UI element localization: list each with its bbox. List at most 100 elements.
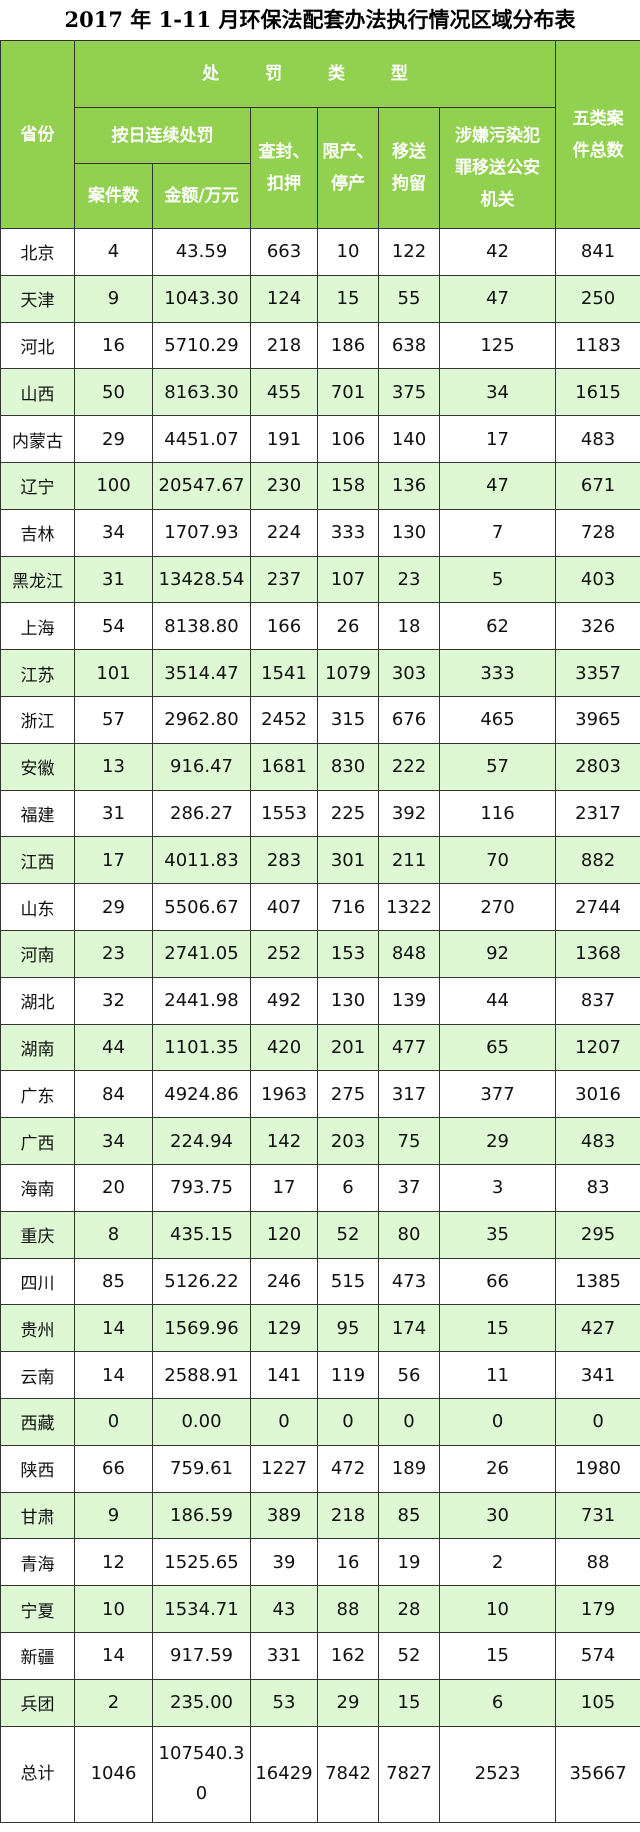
cell-seal: 1541 — [250, 649, 318, 697]
header-province: 省份 — [0, 40, 75, 229]
cell-seal: 1963 — [250, 1070, 318, 1119]
cell-detain: 1322 — [378, 883, 440, 931]
cell-police: 44 — [438, 976, 557, 1025]
cell-detain: 75 — [378, 1117, 440, 1165]
cell-case-count: 16 — [74, 321, 153, 370]
cell-case-count: 10 — [74, 1585, 153, 1633]
table-row: 贵州 14 1569.96 129 95 174 15 427 — [0, 1304, 640, 1353]
cell-police: 125 — [438, 321, 557, 370]
cell-limit: 119 — [317, 1351, 379, 1399]
cell-police: 10 — [438, 1585, 557, 1633]
cell-amount: 4924.86 — [152, 1070, 251, 1119]
cell-total: 403 — [555, 555, 640, 604]
cell-seal: 230 — [250, 461, 318, 510]
cell-province: 吉林 — [0, 508, 75, 557]
cell-amount: 2441.98 — [152, 976, 251, 1025]
cell-total: 882 — [555, 836, 640, 885]
cell-limit: 16 — [317, 1538, 379, 1587]
cell-police: 70 — [438, 836, 557, 885]
cell-case-count: 50 — [74, 368, 153, 417]
cell-province: 河北 — [0, 321, 75, 370]
cell-police: 26 — [438, 1444, 557, 1493]
cell-detain: 28 — [378, 1585, 440, 1633]
cell-limit: 29 — [317, 1678, 379, 1727]
cell-limit: 225 — [317, 789, 379, 838]
cell-police: 30 — [438, 1491, 557, 1540]
cell-limit: 701 — [317, 368, 379, 417]
cell-amount: 2962.80 — [152, 695, 251, 744]
header-daily-penalty: 按日连续处罚 — [74, 107, 251, 164]
cell-total: 731 — [555, 1491, 640, 1540]
table-row: 宁夏 10 1534.71 43 88 28 10 179 — [0, 1585, 640, 1633]
table-row: 陕西 66 759.61 1227 472 189 26 1980 — [0, 1444, 640, 1493]
cell-police: 65 — [438, 1023, 557, 1072]
table-row: 湖南 44 1101.35 420 201 477 65 1207 — [0, 1023, 640, 1072]
table-body: 北京 4 43.59 663 10 122 42 841 天津 9 1043.30 124 15 55 47… — [0, 228, 640, 1823]
enforcement-table: 省份 处 罚 类 型 五类案件总数 按日连续处罚 查封、扣押 限产、停产 移送拘… — [0, 40, 640, 1823]
cell-case-count: 17 — [74, 836, 153, 885]
table-row: 河北 16 5710.29 218 186 638 125 1183 — [0, 321, 640, 370]
header-police: 涉嫌污染犯罪移送公安机关 — [438, 107, 557, 229]
cell-police: 2523 — [438, 1725, 557, 1823]
cell-detain: 638 — [378, 321, 440, 370]
cell-case-count: 100 — [74, 461, 153, 510]
cell-limit: 6 — [317, 1163, 379, 1212]
cell-province: 甘肃 — [0, 1491, 75, 1540]
cell-detain: 130 — [378, 508, 440, 557]
cell-seal: 492 — [250, 976, 318, 1025]
cell-amount: 1101.35 — [152, 1023, 251, 1072]
cell-total: 35667 — [555, 1725, 640, 1823]
cell-case-count: 44 — [74, 1023, 153, 1072]
cell-case-count: 54 — [74, 602, 153, 651]
cell-limit: 716 — [317, 883, 379, 931]
cell-seal: 246 — [250, 1257, 318, 1306]
cell-case-count: 32 — [74, 976, 153, 1025]
cell-province: 内蒙古 — [0, 415, 75, 463]
cell-police: 42 — [438, 228, 557, 276]
cell-case-count: 4 — [74, 228, 153, 276]
cell-police: 47 — [438, 274, 557, 323]
cell-seal: 39 — [250, 1538, 318, 1587]
cell-amount: 917.59 — [152, 1631, 251, 1680]
cell-province: 江西 — [0, 836, 75, 885]
cell-province: 海南 — [0, 1163, 75, 1212]
cell-case-count: 12 — [74, 1538, 153, 1587]
cell-total: 88 — [555, 1538, 640, 1587]
cell-seal: 17 — [250, 1163, 318, 1212]
cell-amount: 8138.80 — [152, 602, 251, 651]
cell-limit: 472 — [317, 1444, 379, 1493]
table-row: 湖北 32 2441.98 492 130 139 44 837 — [0, 976, 640, 1025]
cell-police: 270 — [438, 883, 557, 931]
cell-police: 34 — [438, 368, 557, 417]
cell-detain: 37 — [378, 1163, 440, 1212]
cell-detain: 477 — [378, 1023, 440, 1072]
cell-police: 465 — [438, 695, 557, 744]
cell-detain: 7827 — [378, 1725, 440, 1823]
cell-detain: 136 — [378, 461, 440, 510]
cell-case-count: 1046 — [74, 1725, 153, 1823]
header-detain: 移送拘留 — [378, 107, 440, 229]
cell-total: 326 — [555, 602, 640, 651]
cell-seal: 1553 — [250, 789, 318, 838]
table-row: 海南 20 793.75 17 6 37 3 83 — [0, 1163, 640, 1212]
cell-amount: 286.27 — [152, 789, 251, 838]
cell-province: 广东 — [0, 1070, 75, 1119]
cell-total: 0 — [555, 1397, 640, 1446]
table-row: 兵团 2 235.00 53 29 15 6 105 — [0, 1678, 640, 1727]
cell-police: 15 — [438, 1304, 557, 1353]
cell-total: 1385 — [555, 1257, 640, 1306]
cell-seal: 455 — [250, 368, 318, 417]
cell-police: 35 — [438, 1210, 557, 1259]
table-row: 四川 85 5126.22 246 515 473 66 1385 — [0, 1257, 640, 1306]
cell-case-count: 31 — [74, 789, 153, 838]
table-row: 天津 9 1043.30 124 15 55 47 250 — [0, 274, 640, 323]
cell-amount: 759.61 — [152, 1444, 251, 1493]
cell-case-count: 31 — [74, 555, 153, 604]
cell-limit: 315 — [317, 695, 379, 744]
cell-amount: 435.15 — [152, 1210, 251, 1259]
cell-total: 3965 — [555, 695, 640, 744]
cell-case-count: 29 — [74, 883, 153, 931]
cell-detain: 122 — [378, 228, 440, 276]
table-row: 新疆 14 917.59 331 162 52 15 574 — [0, 1631, 640, 1680]
table-row: 辽宁 100 20547.67 230 158 136 47 671 — [0, 461, 640, 510]
